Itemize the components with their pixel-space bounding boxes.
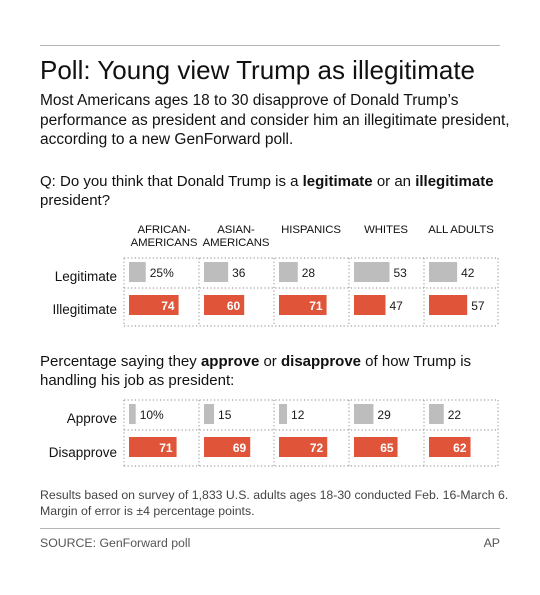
- column-header-line2: AMERICANS: [130, 237, 198, 249]
- bar-label-disapprove-hispanics: 72: [310, 441, 324, 455]
- column-header-line2: HISPANICS: [281, 224, 341, 236]
- column-header-whites: WHITES: [350, 224, 422, 237]
- column-header-line2: AMERICANS: [202, 237, 270, 249]
- bar-label-disapprove-all-adults: 62: [453, 441, 467, 455]
- bar-label-legitimate-african-americans: 25%: [150, 266, 174, 280]
- bar-illegitimate-hispanics: [279, 295, 327, 315]
- survey-note: Results based on survey of 1,833 U.S. ad…: [40, 488, 509, 518]
- bar-disapprove-african-americans: [129, 437, 177, 457]
- bar-legitimate-asian-americans: [204, 262, 229, 282]
- bar-label-legitimate-hispanics: 28: [302, 266, 316, 280]
- bar-label-approve-african-americans: 10%: [140, 408, 164, 422]
- bar-label-illegitimate-hispanics: 71: [309, 299, 323, 313]
- bar-legitimate-african-americans: [129, 262, 146, 282]
- bar-legitimate-hispanics: [279, 262, 298, 282]
- bar-label-illegitimate-african-americans: 74: [161, 299, 175, 313]
- question-bold-part: illegitimate: [415, 173, 494, 190]
- question-text-part: president?: [40, 192, 111, 209]
- question-bold-part: legitimate: [302, 173, 373, 190]
- bar-label-illegitimate-all-adults: 57: [471, 299, 485, 313]
- bar-label-approve-whites: 29: [377, 408, 391, 422]
- chart-title: Poll: Young view Trump as illegitimate: [40, 55, 476, 85]
- bottom-rule: [40, 528, 500, 529]
- column-header-hispanics: HISPANICS: [275, 224, 347, 237]
- column-header-line2: ALL ADULTS: [428, 224, 494, 236]
- bar-label-legitimate-asian-americans: 36: [232, 266, 246, 280]
- credit-line: AP: [483, 536, 500, 550]
- bar-label-disapprove-asian-americans: 69: [233, 441, 247, 455]
- row-label-disapprove: Disapprove: [48, 445, 117, 460]
- top-rule: [40, 45, 500, 46]
- column-header-asian-americans: ASIAN- AMERICANS: [201, 224, 271, 250]
- bar-disapprove-asian-americans: [204, 437, 251, 457]
- bar-label-approve-hispanics: 12: [291, 408, 305, 422]
- row-label-legitimate: Legitimate: [54, 269, 117, 284]
- bar-illegitimate-all-adults: [429, 295, 468, 315]
- question-legitimacy: Q: Do you think that Donald Trump is a l…: [40, 172, 510, 210]
- bar-disapprove-hispanics: [279, 437, 328, 457]
- question-text-part: or an: [372, 173, 416, 190]
- bar-approve-african-americans: [129, 404, 136, 424]
- question-bold-part: disapprove: [280, 353, 362, 370]
- question-text-part: Percentage saying they: [40, 353, 201, 370]
- column-header-line2: WHITES: [364, 224, 408, 236]
- bar-label-approve-all-adults: 22: [448, 408, 462, 422]
- bar-label-approve-asian-americans: 15: [218, 408, 232, 422]
- bar-disapprove-all-adults: [429, 437, 471, 457]
- column-header-african-americans: AFRICAN- AMERICANS: [130, 224, 198, 250]
- bar-illegitimate-asian-americans: [204, 295, 245, 315]
- bar-label-illegitimate-whites: 47: [389, 299, 403, 313]
- bar-approve-hispanics: [279, 404, 288, 424]
- row-label-illegitimate: Illegitimate: [52, 302, 117, 317]
- bar-approve-whites: [354, 404, 374, 424]
- bar-label-disapprove-whites: 65: [380, 441, 394, 455]
- column-header-line1: AFRICAN-: [137, 224, 191, 236]
- row-label-approve: Approve: [66, 411, 117, 426]
- question-bold-part: approve: [200, 353, 260, 370]
- column-header-line1: ASIAN-: [217, 224, 255, 236]
- question-text-part: of how Trump is handling his job as pres…: [40, 353, 472, 389]
- source-line: SOURCE: GenForward poll: [40, 536, 191, 550]
- bar-illegitimate-whites: [354, 295, 386, 315]
- chart-subtitle: Most Americans ages 18 to 30 disapprove …: [40, 92, 510, 148]
- bar-label-legitimate-whites: 53: [394, 266, 408, 280]
- bar-legitimate-whites: [354, 262, 390, 282]
- question-text-part: or: [259, 353, 281, 370]
- bar-legitimate-all-adults: [429, 262, 458, 282]
- question-text-part: Q: Do you think that Donald Trump is a: [40, 173, 303, 190]
- bar-label-legitimate-all-adults: 42: [461, 266, 475, 280]
- question-approval: Percentage saying they approve or disapp…: [40, 352, 510, 390]
- bar-label-disapprove-african-americans: 71: [159, 441, 173, 455]
- bar-approve-all-adults: [429, 404, 444, 424]
- bar-approve-asian-americans: [204, 404, 215, 424]
- bar-illegitimate-african-americans: [129, 295, 179, 315]
- bar-disapprove-whites: [354, 437, 398, 457]
- column-header-all-adults: ALL ADULTS: [424, 224, 498, 237]
- bar-label-illegitimate-asian-americans: 60: [227, 299, 241, 313]
